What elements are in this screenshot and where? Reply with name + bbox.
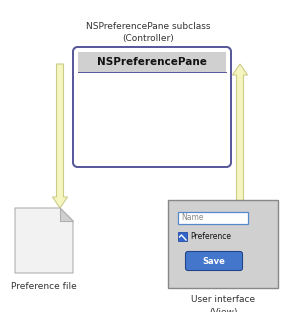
- FancyBboxPatch shape: [178, 212, 248, 224]
- Text: NSPreferencePane: NSPreferencePane: [97, 57, 207, 67]
- Bar: [178, 232, 187, 241]
- Text: Save: Save: [203, 256, 225, 266]
- Polygon shape: [15, 208, 73, 273]
- Polygon shape: [232, 64, 248, 208]
- Bar: [78, 52, 226, 72]
- Polygon shape: [53, 64, 68, 208]
- FancyBboxPatch shape: [186, 251, 242, 271]
- FancyBboxPatch shape: [73, 47, 231, 167]
- Text: User interface
(View): User interface (View): [191, 295, 255, 312]
- Text: NSPreferencePane subclass
(Controller): NSPreferencePane subclass (Controller): [86, 22, 210, 43]
- Text: Name: Name: [181, 213, 204, 222]
- Bar: [168, 200, 278, 288]
- Text: Preference: Preference: [190, 232, 231, 241]
- Text: Preference file: Preference file: [11, 282, 77, 291]
- Polygon shape: [60, 208, 73, 221]
